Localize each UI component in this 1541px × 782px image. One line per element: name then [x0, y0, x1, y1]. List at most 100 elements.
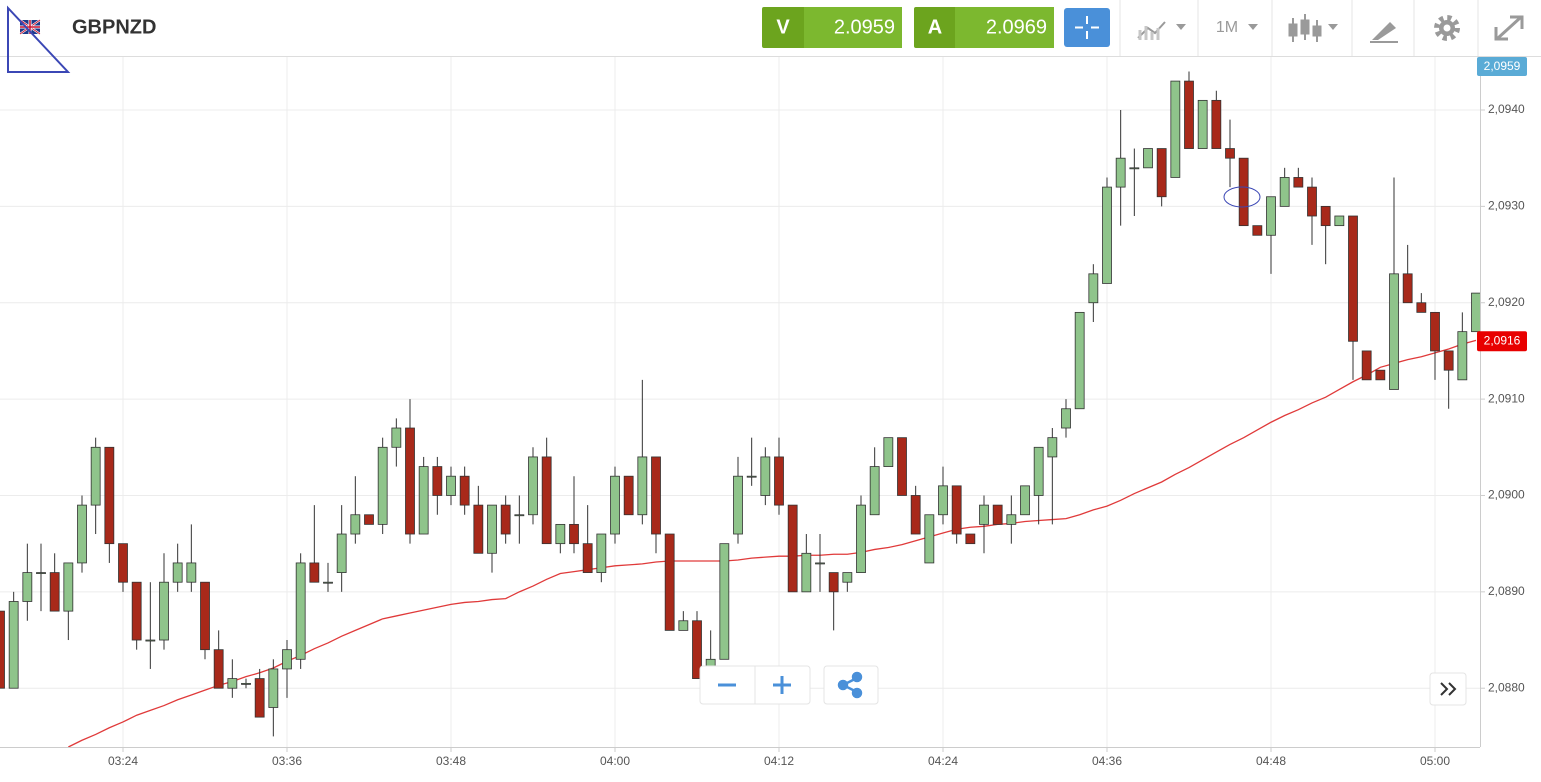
candle-body [405, 427, 415, 535]
share-box [823, 665, 879, 705]
candle-body [719, 543, 730, 660]
sell-price[interactable]: 2.0959 [834, 16, 895, 38]
fullscreen-button[interactable] [1494, 15, 1524, 41]
candle-body [869, 466, 880, 516]
candle-body [815, 562, 825, 565]
candle-body [36, 572, 46, 574]
candle-body [418, 466, 429, 535]
candle-body [377, 446, 388, 525]
x-tick-label: 04:24 [928, 754, 958, 768]
zoom-in-button[interactable] [773, 676, 791, 694]
candle-body [323, 581, 333, 584]
crosshair-button[interactable] [1064, 8, 1110, 47]
candle-body [0, 610, 5, 689]
candle-body [1033, 446, 1044, 496]
settings-button[interactable] [1434, 15, 1460, 41]
quote-tag-label: 2,0959 [1484, 59, 1521, 73]
y-tick-label: 2,0940 [1488, 102, 1525, 116]
candle-body [473, 504, 484, 554]
candle-body [350, 514, 361, 535]
last-price-tag-bg [1477, 331, 1527, 352]
drawing-triangle [7, 5, 71, 73]
candle-body [582, 543, 593, 573]
x-tick-label: 03:48 [436, 754, 466, 768]
candle-body [446, 475, 456, 496]
candle-body [104, 446, 115, 545]
candle-body [856, 504, 866, 573]
candle-body [118, 543, 128, 583]
indicators-button[interactable] [1137, 21, 1186, 40]
candle-body [1389, 273, 1399, 390]
candle-body [1402, 273, 1413, 304]
candle-body [1047, 437, 1058, 458]
buy-price[interactable]: 2.0969 [986, 16, 1047, 38]
candle-body [1197, 99, 1208, 149]
candle-body [514, 514, 525, 517]
quote-tag: 2,0959 [1477, 57, 1527, 76]
chart-type-button[interactable] [1288, 14, 1338, 42]
candle-body [49, 572, 60, 612]
x-tick-label: 04:48 [1256, 754, 1286, 768]
candle-body [910, 495, 921, 535]
scroll-end-button[interactable] [1440, 682, 1457, 696]
candle-body [213, 649, 224, 689]
candle-body [1211, 99, 1222, 149]
candle-body [1416, 302, 1427, 313]
y-tick-label: 2,0880 [1488, 680, 1525, 694]
candle-body [569, 523, 579, 545]
y-tick-label: 2,0900 [1488, 488, 1525, 502]
candle-body [63, 562, 74, 612]
candle-body [1252, 225, 1263, 236]
candle-body [623, 475, 634, 516]
grid [0, 57, 1480, 747]
candle-body [1115, 157, 1126, 188]
candle-body [500, 504, 511, 535]
candle-body [1143, 148, 1153, 169]
candle-body [692, 620, 702, 679]
candle-body [1348, 215, 1358, 342]
share-button[interactable] [837, 671, 863, 699]
candle-body [1102, 186, 1112, 284]
candle-body [1129, 167, 1140, 170]
sell-label[interactable]: V [776, 16, 790, 38]
candle-body [746, 475, 757, 478]
drawing-tools-button[interactable] [1370, 22, 1398, 43]
x-tick-label: 05:00 [1420, 754, 1450, 768]
candle-body [596, 533, 607, 573]
buy-label[interactable]: A [928, 16, 942, 38]
candle-body [541, 456, 552, 545]
candle-body [1074, 311, 1085, 410]
candle-body [1020, 485, 1030, 516]
timeframe-button[interactable]: 1M [1216, 19, 1258, 36]
candle-body [787, 504, 798, 593]
x-tick-label: 04:12 [764, 754, 794, 768]
candle-body [1184, 80, 1194, 149]
candle-body [145, 639, 156, 642]
candle-body [268, 668, 279, 708]
candle-body [1430, 311, 1440, 352]
candle-body [1225, 148, 1235, 159]
candle-body [1238, 157, 1249, 227]
y-tick-label: 2,0920 [1488, 295, 1525, 309]
buy-button[interactable]: A 2.0969 [914, 7, 1054, 48]
candle-body [1088, 273, 1099, 304]
candle-body [664, 533, 675, 631]
candle-body [938, 485, 948, 516]
candle-body [733, 475, 743, 535]
candle-body [1006, 514, 1017, 525]
x-tick-label: 04:36 [1092, 754, 1122, 768]
candles [0, 71, 1481, 737]
buy-price-bg[interactable] [955, 7, 1054, 48]
candle-body [8, 601, 19, 689]
candle-body [487, 504, 497, 554]
candle-body [254, 678, 265, 718]
timeframe-label[interactable]: 1M [1216, 19, 1238, 36]
candle-body [951, 485, 962, 535]
candle-body [637, 456, 648, 516]
y-tick-label: 2,0910 [1488, 391, 1525, 405]
candle-body [842, 572, 853, 583]
candle-body [1334, 215, 1345, 227]
sell-price-bg[interactable] [804, 7, 902, 48]
sell-button[interactable]: V 2.0959 [762, 7, 902, 48]
